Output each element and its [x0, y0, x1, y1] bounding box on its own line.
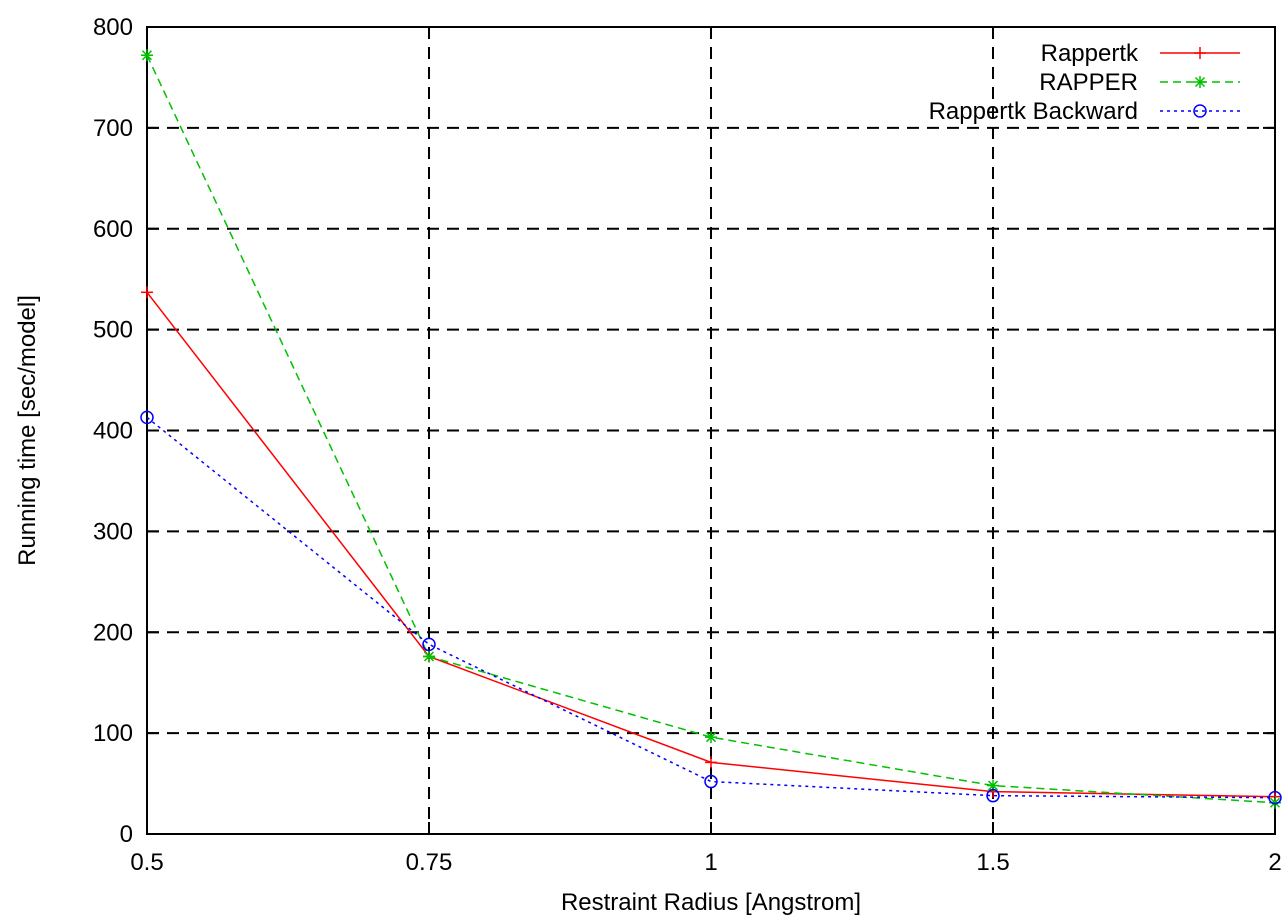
x-tick-label: 0.75 — [406, 849, 453, 876]
marker-stroke — [705, 732, 717, 743]
x-tick-label: 0.5 — [130, 849, 163, 876]
y-tick-label: 100 — [93, 720, 133, 747]
legend-item-1: RAPPER — [1039, 69, 1240, 96]
legend-label: Rappertk — [1041, 40, 1139, 67]
data-point-2-1 — [422, 637, 436, 652]
grid-lines — [147, 27, 1275, 834]
legend-item-0: Rappertk — [1041, 40, 1240, 67]
axes: 0 100 200 300 400 500 600 700 800 0.5 0.75 1 1.5 2 — [93, 14, 1282, 876]
y-axis-label: Running time [sec/model] — [14, 295, 41, 566]
data-point-2-2 — [704, 774, 718, 789]
data-point-2-4 — [1268, 790, 1282, 805]
x-tick-label: 1.5 — [976, 849, 1009, 876]
y-tick-label: 300 — [93, 518, 133, 545]
data-point-1-1 — [423, 650, 435, 663]
marker-circle — [140, 410, 154, 425]
marker-stroke — [141, 50, 153, 61]
marker-stroke — [423, 651, 435, 662]
x-tick-label: 1 — [704, 849, 717, 876]
marker-stroke — [987, 780, 999, 791]
data-point-1-3 — [987, 779, 999, 792]
plot-frame — [146, 26, 1276, 835]
marker-stroke — [1194, 76, 1206, 88]
y-tick-label: 600 — [93, 216, 133, 243]
y-tick-label: 500 — [93, 317, 133, 344]
series-group — [140, 49, 1282, 809]
data-point-2-3 — [986, 788, 1000, 803]
marker-circle — [986, 788, 1000, 803]
y-tick-label: 700 — [93, 115, 133, 142]
legend-label: RAPPER — [1039, 69, 1138, 96]
data-point-1-0 — [141, 49, 153, 62]
x-axis-label: Restraint Radius [Angstrom] — [561, 889, 861, 916]
marker-circle — [422, 637, 436, 652]
marker-circle — [1193, 104, 1207, 118]
marker-circle — [704, 774, 718, 789]
legend-item-2: Rappertk Backward — [929, 98, 1240, 125]
legend-marker — [1193, 104, 1207, 118]
series-line-2 — [146, 416, 1276, 799]
legend-marker — [1194, 76, 1206, 88]
data-point-1-2 — [705, 731, 717, 744]
marker-circle — [1268, 790, 1282, 805]
marker-stroke — [1269, 797, 1281, 808]
legend-marker — [1194, 47, 1206, 59]
data-point-0-0 — [141, 286, 153, 299]
y-tick-label: 200 — [93, 619, 133, 646]
data-point-0-2 — [705, 756, 717, 769]
y-tick-label: 400 — [93, 418, 133, 445]
data-point-2-0 — [140, 410, 154, 425]
y-tick-label: 0 — [120, 821, 133, 848]
legend-label: Rappertk Backward — [929, 98, 1138, 125]
x-tick-label: 2 — [1268, 849, 1281, 876]
y-tick-label: 800 — [93, 14, 133, 41]
series-line-1 — [146, 54, 1276, 804]
